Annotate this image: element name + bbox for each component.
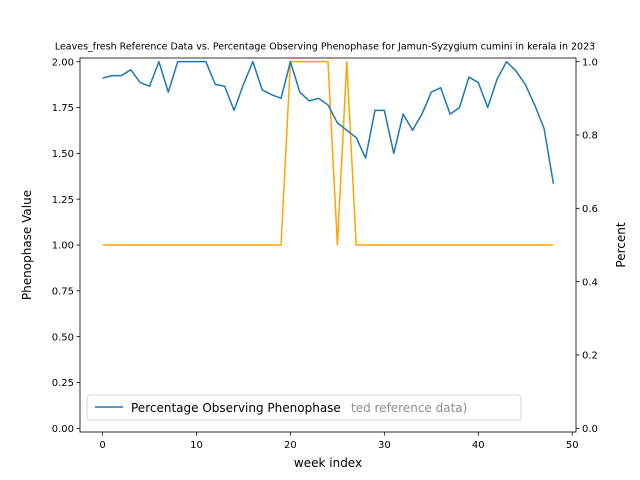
left-y-tick-label: 2.00 xyxy=(52,57,74,68)
right-y-tick-label: 0.8 xyxy=(582,131,598,142)
x-tick-label: 10 xyxy=(190,440,203,451)
series-layer xyxy=(102,60,555,246)
left-y-tick-label: 0.50 xyxy=(52,332,74,343)
chart-title: Leaves_fresh Reference Data vs. Percenta… xyxy=(55,42,595,53)
right-y-tick-label: 0.0 xyxy=(582,424,598,435)
legend-underlying-text: ted reference data) xyxy=(351,401,467,415)
legend-hidden-text: ted reference data) xyxy=(351,401,467,415)
right-y-axis-ticks: 0.0 0.2 0.4 0.6 0.8 1.0 xyxy=(576,57,598,435)
left-y-tick-label: 1.00 xyxy=(52,241,74,252)
legend-entry-percentage: Percentage Observing Phenophase xyxy=(131,401,341,415)
left-y-tick-label: 0.25 xyxy=(52,378,74,389)
series-line-percentage xyxy=(102,60,555,184)
left-y-tick-label: 1.50 xyxy=(52,149,74,160)
left-y-tick-label: 1.75 xyxy=(52,103,74,114)
x-tick-label: 50 xyxy=(566,440,579,451)
left-y-tick-label: 0.00 xyxy=(52,424,74,435)
right-y-tick-label: 0.4 xyxy=(582,277,598,288)
x-tick-label: 0 xyxy=(99,440,105,451)
legend-box xyxy=(86,394,522,421)
series-line-phenophase-value xyxy=(102,60,554,246)
x-tick-label: 40 xyxy=(472,440,485,451)
x-axis-ticks: 0 10 20 30 40 50 xyxy=(99,432,579,451)
right-y-tick-label: 0.6 xyxy=(582,204,598,215)
legend: ted reference data) Percentage Observing… xyxy=(86,394,522,421)
x-tick-label: 20 xyxy=(284,440,297,451)
x-axis-label: week index xyxy=(294,456,362,470)
left-y-axis-ticks: 0.00 0.25 0.50 0.75 1.00 1.25 1.50 1.75 2.00 xyxy=(52,57,80,435)
right-y-tick-label: 1.0 xyxy=(582,57,598,68)
left-y-axis-label: Phenophase Value xyxy=(20,190,34,300)
left-y-tick-label: 0.75 xyxy=(52,286,74,297)
right-y-tick-label: 0.2 xyxy=(582,351,598,362)
x-tick-label: 30 xyxy=(378,440,391,451)
left-y-tick-label: 1.25 xyxy=(52,195,74,206)
right-y-axis-label: Percent xyxy=(614,222,628,267)
